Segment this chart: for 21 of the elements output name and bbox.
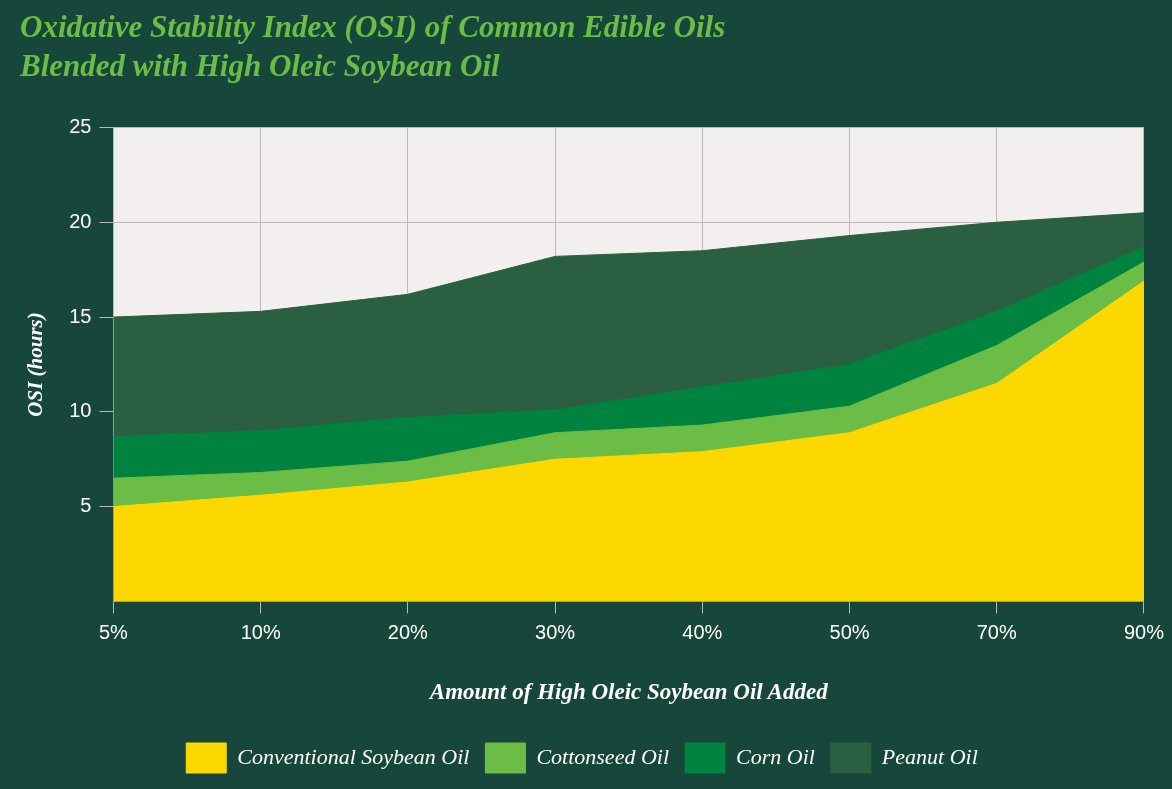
x-tick-label: 90% <box>1123 620 1165 643</box>
legend-label: Conventional Soybean Oil <box>237 743 470 769</box>
text: Oxidative Stability Index (OSI) of Common Edible Oils <box>20 9 726 45</box>
x-tick-label: 20% <box>387 620 429 643</box>
y-tick-label: 20 <box>69 209 92 232</box>
y-tick-label: 15 <box>69 304 92 327</box>
y-tick-label: 25 <box>69 115 92 138</box>
x-tick-label: 30% <box>535 620 576 643</box>
y-tick-label: 10 <box>69 399 92 422</box>
y-tick-label: 5 <box>80 494 92 517</box>
y-axis-title: OSI (hours) <box>23 312 48 417</box>
x-tick-label: 5% <box>98 620 129 643</box>
x-axis-title: Amount of High Oleic Soybean Oil Added <box>427 679 829 705</box>
x-tick-label: 40% <box>682 620 723 643</box>
legend-label: Peanut Oil <box>880 743 978 769</box>
x-tick-label: 70% <box>976 620 1017 643</box>
x-tick-label: 10% <box>240 620 281 643</box>
text: Blended with High Oleic Soybean Oil <box>20 48 500 84</box>
legend-label: Cottonseed Oil <box>536 743 670 769</box>
legend-label: Corn Oil <box>736 743 815 769</box>
x-tick-label: 50% <box>829 620 870 643</box>
